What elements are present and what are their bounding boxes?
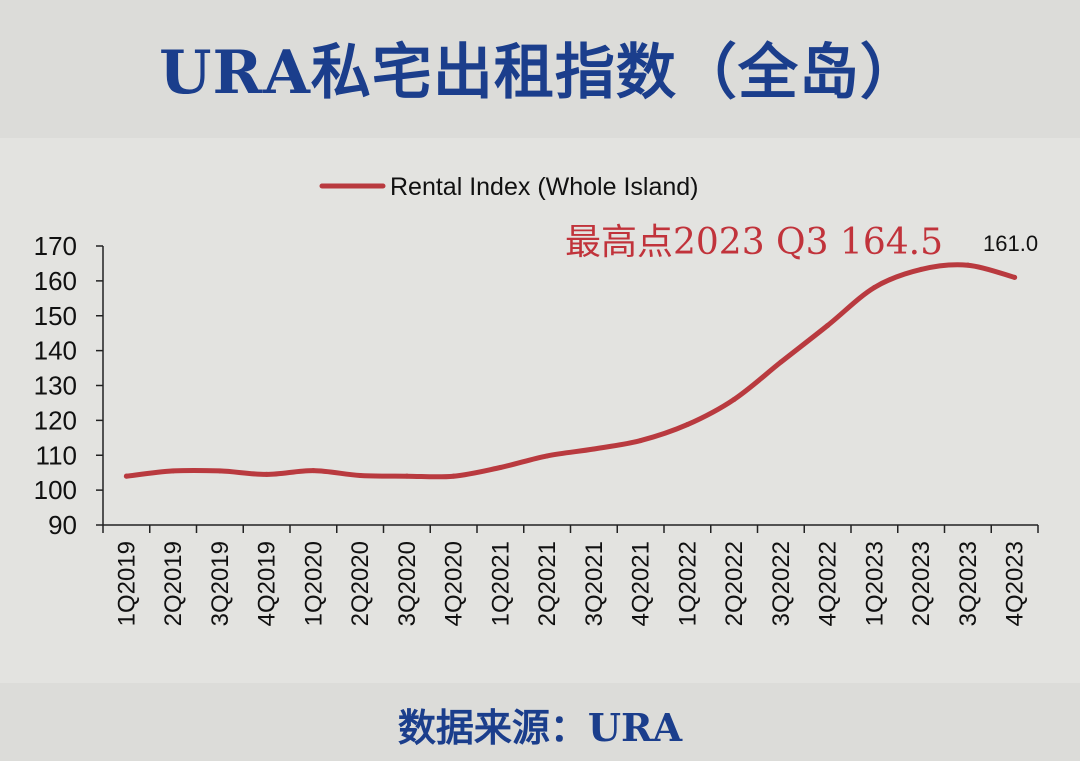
data-point [871,285,877,291]
data-point [170,468,176,474]
x-tick-label: 3Q2022 [768,541,795,626]
data-point [825,323,831,329]
x-tick-label: 2Q2022 [721,541,748,626]
data-point [123,473,129,479]
series-line [123,262,1018,480]
chart-annotations: 最高点2023 Q3 164.5 161.0 [565,222,1038,263]
y-tick-label: 160 [34,266,77,296]
data-point [217,468,223,474]
x-tick-label: 1Q2019 [113,541,140,626]
x-tick-label: 4Q2020 [441,541,468,626]
x-tick-label: 4Q2019 [254,541,281,626]
y-tick-label: 130 [34,371,77,401]
x-tick-label: 1Q2021 [487,541,514,626]
x-tick-label: 3Q2020 [394,541,421,626]
data-point [264,471,270,477]
data-point [1012,274,1018,280]
chart-panel: Rental Index (Whole Island) 90 100 110 120 1… [0,138,1080,683]
y-tick-label: 170 [34,231,77,261]
x-tick-label: 2Q2020 [347,541,374,626]
data-point [638,438,644,444]
x-tick-label: 4Q2021 [628,541,655,626]
y-tick-label: 140 [34,336,77,366]
data-point [310,468,316,474]
source-note: 数据来源：URA [397,705,683,750]
y-tick-label: 100 [34,475,77,505]
page-title: URA私宅出租指数（全岛） [159,38,921,108]
data-point [731,396,737,402]
x-tick-label: 1Q2022 [674,541,701,626]
y-tick-label: 90 [48,510,77,540]
data-point [544,453,550,459]
chart-legend: Rental Index (Whole Island) [319,173,698,201]
legend-label: Rental Index (Whole Island) [390,173,698,201]
data-point [451,473,457,479]
last-value-label: 161.0 [983,231,1038,256]
x-tick-label: 3Q2023 [955,541,982,626]
data-point [357,472,363,478]
x-tick-label: 1Q2020 [300,541,327,626]
x-tick-label: 3Q2019 [207,541,234,626]
x-tick-label: 4Q2023 [1002,541,1029,626]
x-tick-label: 3Q2021 [581,541,608,626]
x-tick-label: 2Q2023 [908,541,935,626]
data-point [965,262,971,268]
y-tick-label: 150 [34,301,77,331]
peak-annotation: 最高点2023 Q3 164.5 [565,222,943,263]
y-tick-label: 110 [36,440,77,470]
x-tick-label: 2Q2019 [160,541,187,626]
rental-index-chart: Rental Index (Whole Island) 90 100 110 120 1… [34,173,1039,626]
chart-axes: 90 100 110 120 130 140 150 160 170 1Q2019 2Q2019 3Q… [34,231,1039,626]
data-point [591,446,597,452]
x-tick-label: 4Q2022 [815,541,842,626]
data-point [497,464,503,470]
data-point [684,422,690,428]
y-tick-label: 120 [34,405,77,435]
x-tick-label: 1Q2023 [861,541,888,626]
x-tick-label: 2Q2021 [534,541,561,626]
data-point [404,473,410,479]
data-point [778,359,784,365]
chart-series [123,262,1018,480]
data-point [918,266,924,272]
